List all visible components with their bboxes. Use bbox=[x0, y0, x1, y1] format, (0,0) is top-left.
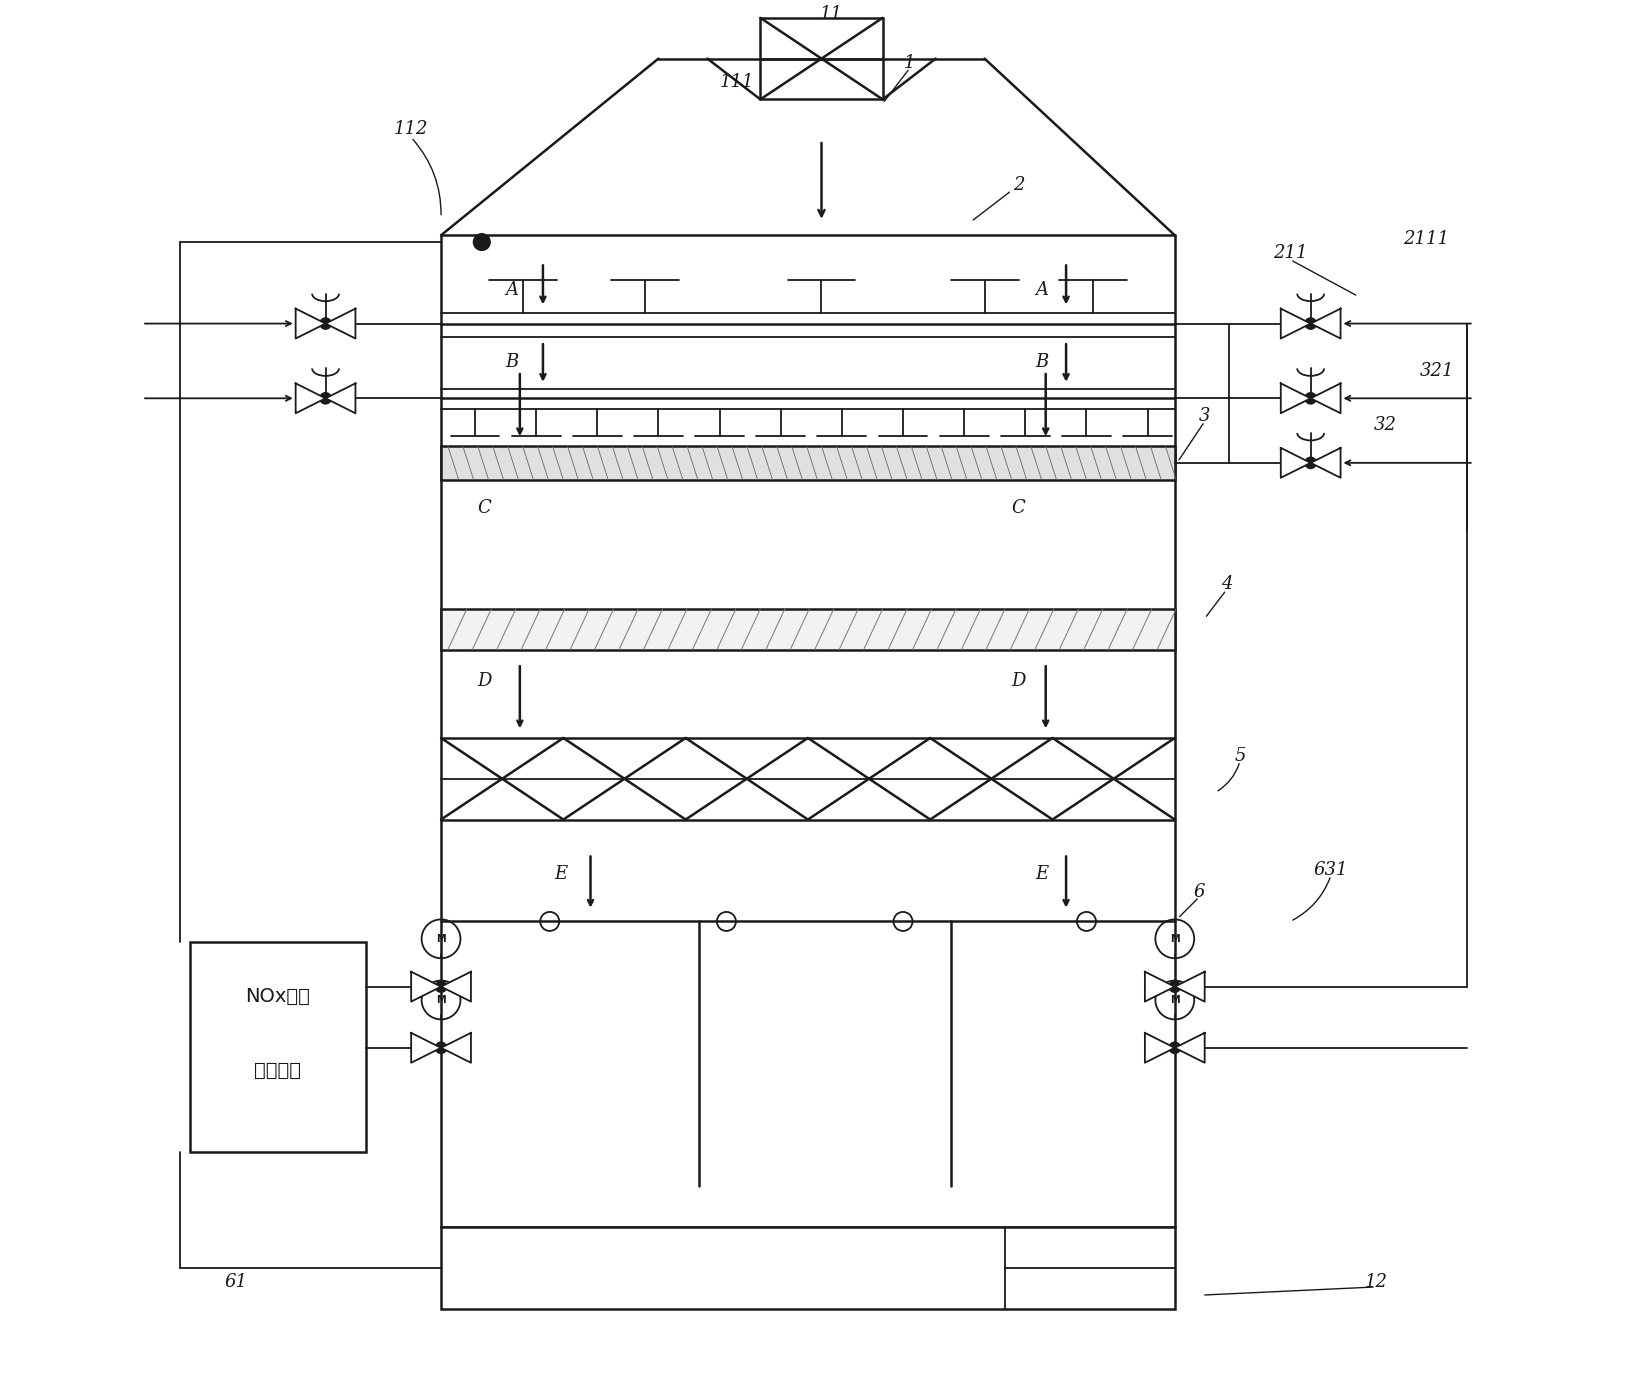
Text: 61: 61 bbox=[225, 1272, 248, 1290]
Text: 4: 4 bbox=[1221, 576, 1232, 594]
Polygon shape bbox=[1282, 383, 1311, 414]
Polygon shape bbox=[411, 1033, 440, 1062]
Text: 111: 111 bbox=[720, 73, 754, 91]
Text: 32: 32 bbox=[1374, 416, 1397, 434]
Polygon shape bbox=[296, 309, 325, 338]
Polygon shape bbox=[1145, 1033, 1175, 1062]
Bar bbox=[761, 18, 882, 99]
Polygon shape bbox=[411, 971, 440, 1002]
Text: M: M bbox=[437, 995, 445, 1004]
Polygon shape bbox=[1282, 448, 1311, 478]
Polygon shape bbox=[1175, 1033, 1204, 1062]
Circle shape bbox=[473, 234, 490, 250]
Text: 5: 5 bbox=[1234, 746, 1245, 765]
Circle shape bbox=[1305, 393, 1316, 404]
Polygon shape bbox=[1311, 309, 1341, 338]
Text: E: E bbox=[1035, 864, 1048, 883]
Text: 3: 3 bbox=[1199, 407, 1211, 425]
Text: 211: 211 bbox=[1273, 245, 1308, 262]
Polygon shape bbox=[1311, 448, 1341, 478]
Text: D: D bbox=[1012, 672, 1025, 690]
Polygon shape bbox=[325, 309, 355, 338]
Text: B: B bbox=[1035, 353, 1048, 371]
Polygon shape bbox=[1282, 309, 1311, 338]
Text: M: M bbox=[1170, 995, 1180, 1004]
Bar bbox=[440, 609, 1175, 650]
Text: A: A bbox=[504, 280, 518, 298]
Circle shape bbox=[320, 319, 330, 328]
Text: M: M bbox=[1170, 934, 1180, 944]
Polygon shape bbox=[325, 383, 355, 414]
Text: NOx浓度: NOx浓度 bbox=[245, 987, 311, 1006]
Text: M: M bbox=[437, 934, 445, 944]
Circle shape bbox=[435, 981, 447, 992]
Bar bbox=[440, 1227, 1175, 1308]
Text: 321: 321 bbox=[1420, 363, 1454, 381]
Polygon shape bbox=[296, 383, 325, 414]
Text: C: C bbox=[478, 499, 491, 518]
Text: 112: 112 bbox=[394, 121, 429, 139]
Text: D: D bbox=[478, 672, 491, 690]
Polygon shape bbox=[1175, 971, 1204, 1002]
Text: E: E bbox=[554, 864, 567, 883]
Text: A: A bbox=[1035, 280, 1048, 298]
Circle shape bbox=[1170, 1043, 1180, 1054]
Text: 1: 1 bbox=[904, 54, 915, 71]
Text: 12: 12 bbox=[1364, 1272, 1387, 1290]
Circle shape bbox=[435, 1043, 447, 1054]
Circle shape bbox=[1305, 458, 1316, 469]
Circle shape bbox=[1305, 319, 1316, 328]
Text: 6: 6 bbox=[1193, 882, 1204, 900]
Polygon shape bbox=[1145, 971, 1175, 1002]
Polygon shape bbox=[440, 1033, 472, 1062]
Polygon shape bbox=[440, 971, 472, 1002]
Text: B: B bbox=[504, 353, 518, 371]
Text: C: C bbox=[1012, 499, 1025, 518]
Polygon shape bbox=[1311, 383, 1341, 414]
Text: 631: 631 bbox=[1314, 860, 1349, 879]
Text: 2111: 2111 bbox=[1403, 231, 1449, 249]
Bar bbox=[189, 941, 366, 1153]
Bar bbox=[440, 445, 1175, 480]
Circle shape bbox=[1170, 981, 1180, 992]
Text: 2: 2 bbox=[1012, 176, 1024, 194]
Circle shape bbox=[320, 393, 330, 404]
Text: 11: 11 bbox=[820, 4, 843, 23]
Text: 检测系统: 检测系统 bbox=[255, 1061, 301, 1080]
